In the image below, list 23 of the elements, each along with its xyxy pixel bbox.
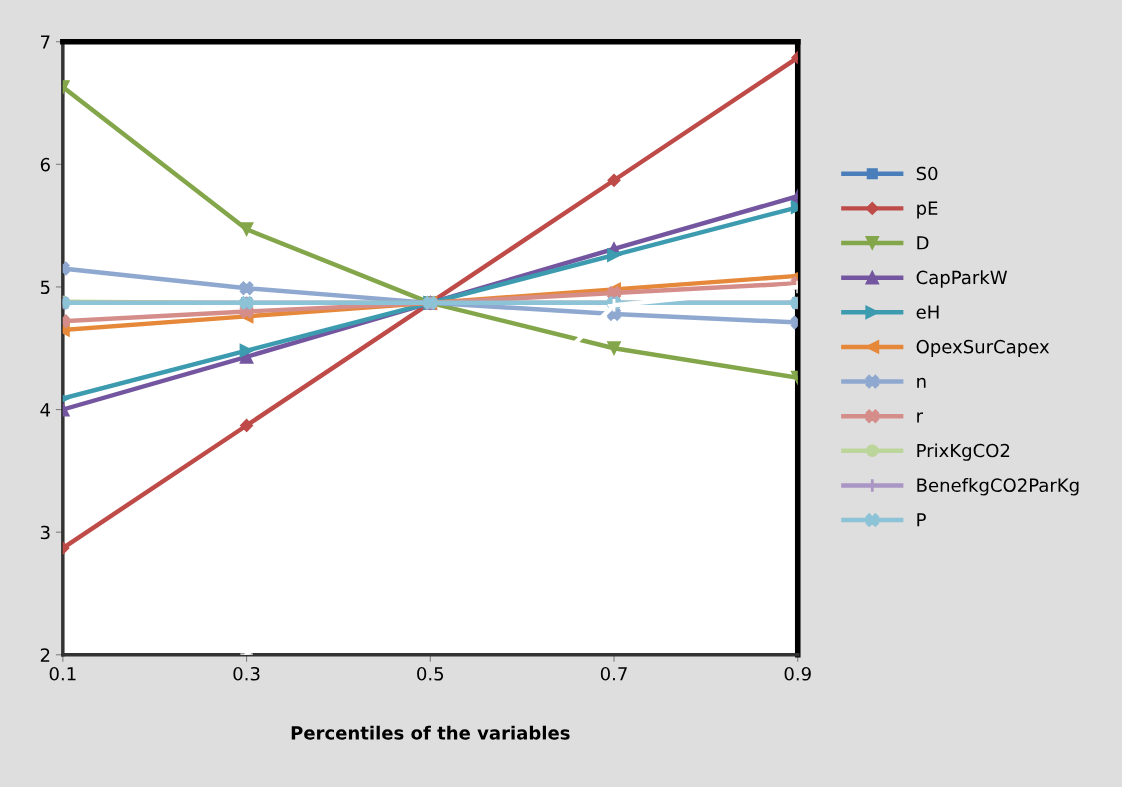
legend-label: eH: [916, 305, 939, 319]
x-tick-label: 0.5: [417, 666, 444, 681]
x-axis-title: Percentiles of the variables: [291, 725, 570, 740]
legend-label: S0: [916, 166, 938, 181]
legend-label: PrixKgCO2: [917, 443, 1010, 461]
y-tick-label: 2: [40, 648, 50, 662]
legend-label: r: [917, 412, 924, 423]
x-tick-label: 0.1: [49, 666, 76, 681]
y-tick-label: 7: [41, 35, 50, 49]
legend-label: BenefkgCO2ParKg: [917, 478, 1079, 496]
legend-label: CapParkW: [916, 270, 1008, 288]
legend-label: P: [917, 513, 926, 527]
x-tick-label: 0.3: [233, 666, 260, 681]
x-tick-label: 0.7: [600, 666, 627, 681]
legend-label: D: [917, 236, 929, 250]
legend-label: pE: [917, 201, 938, 219]
y-tick-label: 5: [40, 280, 50, 295]
y-tick-label: 3: [40, 525, 50, 540]
x-tick-label: 0.9: [784, 666, 811, 681]
y-tick-label: 4: [40, 403, 51, 417]
y-tick-label: 6: [40, 157, 50, 172]
legend-label: OpexSurCapex: [916, 339, 1050, 357]
legend-label: n: [917, 377, 926, 388]
